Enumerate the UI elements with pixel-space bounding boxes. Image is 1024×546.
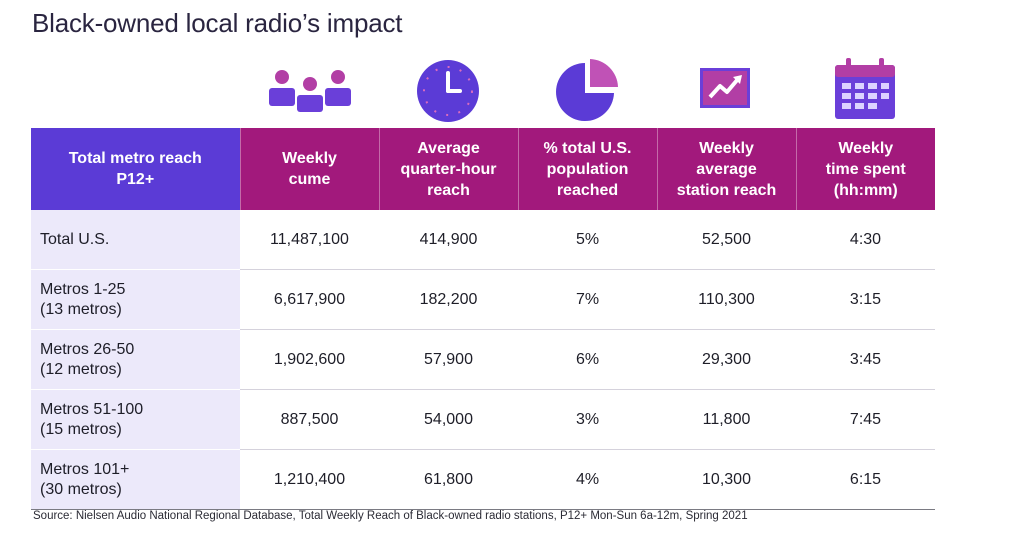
table-cell: 5% [518,210,657,270]
table-cell: 414,900 [379,210,518,270]
row-label: Total U.S. [31,210,240,270]
table-row: Metros 101+ (30 metros) 1,210,400 61,800… [31,449,935,510]
table-cell: 1,210,400 [240,449,379,510]
table-cell: 6:15 [796,449,935,510]
table-cell: 110,300 [657,269,796,330]
table-row: Metros 26-50 (12 metros) 1,902,600 57,90… [31,329,935,390]
row-label: Metros 51-100 (15 metros) [31,389,240,450]
source-note: Source: Nielsen Audio National Regional … [33,510,748,522]
table-cell: 11,800 [657,389,796,450]
column-header: Weekly cume [239,128,379,210]
table-cell: 11,487,100 [240,210,379,270]
table-cell: 4:30 [796,210,935,270]
table-cell: 54,000 [379,389,518,450]
column-header: Weekly average station reach [656,128,796,210]
table-cell: 3:15 [796,269,935,330]
calendar-icon [835,58,895,119]
table-cell: 887,500 [240,389,379,450]
table-cell: 57,900 [379,329,518,390]
trend-chart-icon [700,68,750,108]
table-cell: 7:45 [796,389,935,450]
table-cell: 61,800 [379,449,518,510]
table-row: Metros 1-25 (13 metros) 6,617,900 182,20… [31,269,935,330]
table-cell: 6,617,900 [240,269,379,330]
table-cell: 29,300 [657,329,796,390]
table-cell: 6% [518,329,657,390]
table-row: Total U.S. 11,487,100 414,900 5% 52,500 … [31,210,935,270]
column-header: Total metro reach P12+ [31,128,240,210]
table-cell: 182,200 [379,269,518,330]
table-cell: 52,500 [657,210,796,270]
table-row: Metros 51-100 (15 metros) 887,500 54,000… [31,389,935,450]
table-cell: 3% [518,389,657,450]
row-label: Metros 1-25 (13 metros) [31,269,240,330]
column-header: Weekly time spent (hh:mm) [795,128,935,210]
table-cell: 7% [518,269,657,330]
header-row: Total metro reach P12+ Weekly cume Avera… [31,128,935,210]
column-header: Average quarter-hour reach [378,128,518,210]
clock-icon [417,60,479,122]
radio-impact-table: Total metro reach P12+ Weekly cume Avera… [31,128,935,510]
row-label: Metros 26-50 (12 metros) [31,329,240,390]
row-label: Metros 101+ (30 metros) [31,449,240,510]
pie-chart-icon [556,59,618,121]
column-header: % total U.S. population reached [517,128,657,210]
table-cell: 10,300 [657,449,796,510]
audience-icon [269,70,351,112]
table-cell: 4% [518,449,657,510]
table-cell: 3:45 [796,329,935,390]
table-cell: 1,902,600 [240,329,379,390]
page-title: Black-owned local radio’s impact [32,8,403,38]
